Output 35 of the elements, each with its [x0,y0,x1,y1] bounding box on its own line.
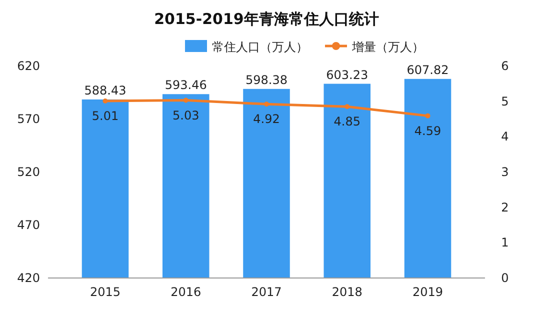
data-label: 4.85 [334,114,360,129]
point [264,102,269,107]
data-label: 5.01 [92,108,119,123]
y-tick-label: 470 [17,218,40,232]
y-tick-label: 420 [17,271,40,285]
data-label: 607.82 [406,62,449,77]
data-label: 588.43 [84,83,126,98]
y-tick-label: 520 [17,165,40,179]
x-tick-label: 2017 [251,285,282,299]
data-label: 4.59 [414,124,442,138]
data-label: 593.46 [164,78,207,92]
y2-tick-label: 4 [501,130,509,144]
point [102,98,108,104]
legend-label: 增量（万人） [351,40,424,54]
data-label: 5.03 [172,108,200,122]
y2-tick-label: 3 [501,165,509,179]
y2-tick-label: 0 [501,271,509,285]
chart-title: 2015-2019年青海常住人口统计 [154,10,379,28]
y2-tick-label: 2 [501,200,509,214]
point [183,98,188,103]
point [425,113,430,118]
y2-tick-label: 5 [501,94,509,108]
y-tick-label: 620 [17,59,40,73]
x-tick-label: 2018 [332,285,362,299]
data-label: 598.38 [246,72,288,87]
data-label: 603.23 [326,68,368,82]
y2-tick-label: 6 [501,59,509,73]
y2-tick-label: 1 [501,236,509,250]
x-tick-label: 2016 [170,285,202,299]
x-tick-label: 2019 [412,285,444,299]
legend-label: 常住人口（万人） [212,40,308,54]
point [344,104,350,110]
x-tick-label: 2015 [90,285,121,299]
y-tick-label: 570 [17,112,40,126]
data-label: 4.92 [253,112,280,126]
